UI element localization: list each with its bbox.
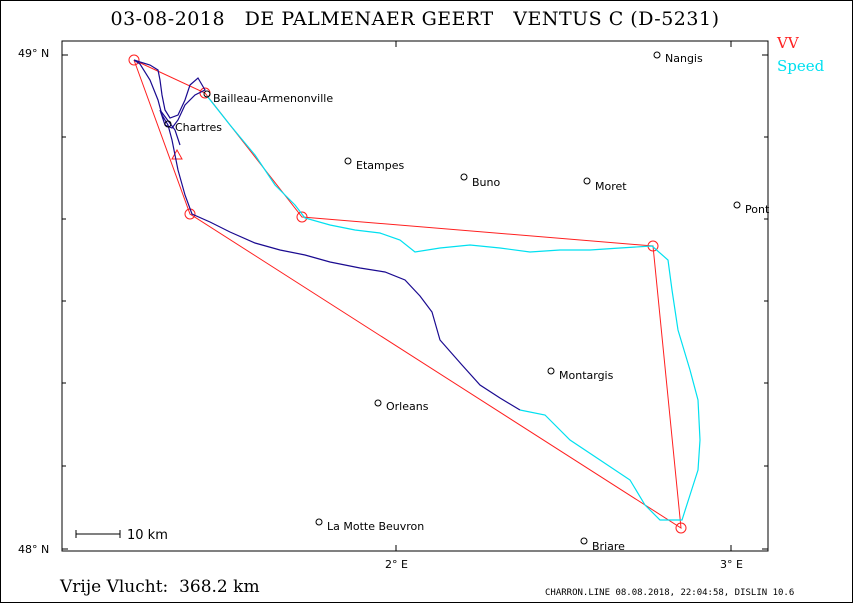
town-label-nangis: Nangis	[665, 52, 703, 65]
town-marker-etampes	[344, 157, 352, 165]
distance-label: Vrije Vlucht: 368.2 km	[60, 577, 260, 597]
town-marker-moret	[583, 177, 591, 185]
town-marker-orleans	[374, 399, 382, 407]
lon-label-2: 2° E	[385, 558, 408, 571]
town-label-etampes: Etampes	[356, 159, 404, 172]
scale-label: 10 km	[127, 528, 168, 543]
plot-border	[61, 40, 769, 552]
legend-speed: Speed	[777, 57, 825, 75]
town-label-montargis: Montargis	[559, 369, 614, 382]
track-fast-segment	[206, 95, 701, 521]
town-marker-nangis	[653, 51, 661, 59]
credit-line: CHARRON.LINE 08.08.2018, 22:04:58, DISLI…	[545, 588, 795, 598]
town-marker-briare	[580, 537, 588, 545]
town-label-orleans: Orleans	[386, 400, 429, 413]
town-markers	[164, 51, 741, 545]
town-marker-buno	[460, 173, 468, 181]
pilot-name: DE PALMENAER GEERT	[244, 8, 494, 30]
scale-bar	[75, 530, 121, 538]
map-title: 03-08-2018 DE PALMENAER GEERT VENTUS C (…	[60, 8, 770, 30]
town-label-briare: Briare	[592, 540, 625, 553]
lon-label-3: 3° E	[720, 558, 743, 571]
town-label-la-motte-beuvron: La Motte Beuvron	[327, 520, 424, 533]
start-triangle-icon	[171, 148, 183, 160]
turnpoint-marker	[675, 522, 687, 534]
town-label-bailleau: Bailleau-Armenonville	[213, 92, 333, 105]
track-slow-segment	[133, 59, 521, 411]
lat-label-48: 48° N	[18, 543, 50, 556]
town-marker-bailleau	[203, 90, 211, 98]
town-marker-montargis	[547, 367, 555, 375]
town-label-chartres: Chartres	[175, 121, 222, 134]
glider-name: VENTUS C (D-5231)	[513, 8, 720, 30]
town-label-moret: Moret	[595, 180, 627, 193]
lat-label-49: 49° N	[18, 47, 50, 60]
town-marker-pont	[733, 201, 741, 209]
legend-vv: VV	[777, 34, 799, 52]
town-marker-la-motte-beuvron	[315, 518, 323, 526]
town-label-pont: Pont	[745, 203, 770, 216]
turnpoint-marker	[296, 211, 308, 223]
flight-date: 03-08-2018	[110, 8, 226, 30]
turnpoint-marker	[128, 54, 140, 66]
right-ticks	[762, 54, 768, 550]
left-ticks	[62, 54, 68, 550]
bottom-ticks	[395, 41, 732, 551]
town-label-buno: Buno	[472, 176, 500, 189]
town-marker-chartres	[164, 120, 172, 128]
